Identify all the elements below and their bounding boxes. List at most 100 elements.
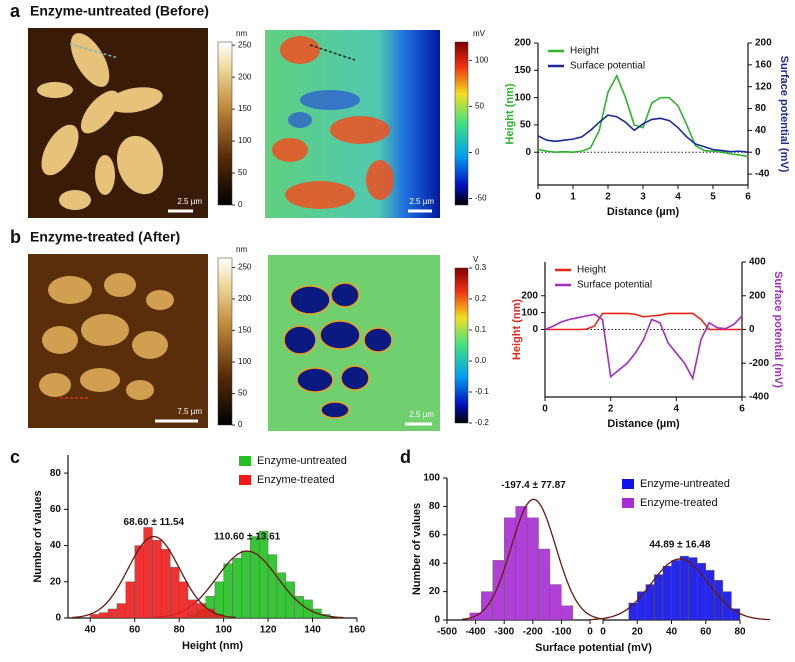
y-axis-title: Height (nm) [504,83,516,144]
series-line [544,313,743,381]
y2-tick-label: -40 [755,169,770,180]
x-tick-label: 5 [710,192,716,203]
colorbar-tick-label: 0.3 [475,263,487,272]
series-line [537,114,749,154]
colorbar-unit: mV [473,29,486,38]
hist-bar [258,530,269,619]
colorbar-tick-label: -0.2 [475,418,489,427]
hist-bar [671,560,681,621]
hist-bar [125,581,135,619]
panel-label: c [10,447,20,467]
scale-bar-label: 7.5 µm [177,407,202,416]
colorbar-tick-label: 0.0 [475,356,487,365]
x-tick-label: 60 [700,627,712,638]
colorbar-tick-label: 250 [238,40,252,49]
y2-tick-label: 200 [755,38,772,49]
x-axis-title: Distance (µm) [607,418,680,430]
x-tick-label: 40 [85,625,97,636]
colorbar-tick-label: 250 [238,263,252,272]
fit-annotation: 68.60 ± 11.54 [124,517,185,528]
x-tick-label: 3 [640,192,646,203]
colorbar-tick-label: 200 [238,294,252,303]
x-tick-label: 60 [129,625,141,636]
hist-bar [116,603,126,619]
hist-bar [731,608,741,621]
x-tick-label: 160 [349,625,366,636]
hist-bar [628,602,638,621]
y-tick-label: 60 [50,504,62,515]
colorbar-tick-label: 150 [238,326,252,335]
y-axis-title: Number of values [32,490,44,582]
hist-bar [250,536,260,619]
y-tick-label: 200 [514,38,531,49]
x-tick-label: 100 [215,625,232,636]
y2-tick-label: -200 [749,358,769,369]
y-tick-label: 0 [55,613,61,624]
panel-label: a [10,1,21,21]
y-tick-label: 80 [429,501,441,512]
colorbar-tick-label: 100 [475,56,489,65]
fit-annotation: 44.89 ± 16.48 [649,540,711,551]
y2-tick-label: 80 [755,103,767,114]
x-tick-label: -500 [437,627,457,638]
hist-bar [152,539,162,619]
x-tick-label: 2 [605,192,611,203]
y2-axis-title: Surface potential (mV) [778,56,790,173]
y-tick-label: 20 [50,576,62,587]
x-tick-label: 120 [260,625,277,636]
x-axis-title: Distance (µm) [607,206,680,218]
hist-bar [232,558,242,619]
colorbar-tick-label: 0.1 [475,325,487,334]
colorbar-tick-label: 150 [238,104,252,113]
fit-curve [589,558,771,621]
hist-bar [107,608,118,619]
y-tick-label: 0 [525,147,531,158]
legend-label: Surface potential [577,280,652,291]
hist-bar [492,560,505,621]
legend-swatch [622,498,634,508]
x-tick-label: -300 [494,627,514,638]
y2-tick-label: 40 [755,125,767,136]
y2-tick-label: 160 [755,59,772,70]
y-tick-label: 40 [50,540,62,551]
x-tick-label: 0 [587,627,593,638]
colorbar-tick-label: 50 [238,389,247,398]
x-tick-label: 1 [570,192,576,203]
y-tick-label: 100 [521,307,538,318]
scale-bar-label: 2.5 µm [409,410,434,419]
colorbar-tick-label: 0.2 [475,294,487,303]
x-tick-label: 140 [304,625,321,636]
colorbar-unit: nm [236,245,247,254]
x-tick-label: -400 [466,627,486,638]
fit-curve [462,498,605,620]
colorbar-tick-label: -0.1 [475,387,489,396]
legend-label: Height [577,265,606,276]
x-tick-label: -200 [523,627,543,638]
legend-label: Enzyme-treated [257,474,335,486]
hist-bar [561,605,574,621]
x-tick-label: 80 [734,627,746,638]
x-tick-label: 0 [535,192,541,203]
y-tick-label: 100 [514,92,531,103]
legend-label: Enzyme-treated [640,497,718,509]
y-tick-label: 100 [423,473,440,484]
y-tick-label: 40 [429,558,441,569]
fit-annotation: 110.60 ± 13.61 [214,532,281,543]
hist-bar [662,565,672,621]
hist-bar [285,581,295,619]
panel-title: Enzyme-treated (After) [30,229,180,245]
colorbar-tick-label: 200 [238,72,252,81]
y2-tick-label: 400 [749,257,766,268]
hist-bar [688,557,698,621]
y-tick-label: 0 [532,324,538,335]
legend-label: Surface potential [570,61,645,72]
x-axis-title: Surface potential (mV) [535,642,652,654]
hist-bar [161,548,171,619]
series-line [545,312,742,331]
y-axis-title: Height (nm) [511,299,523,360]
y2-tick-label: -400 [749,392,769,403]
x-tick-label: 4 [674,404,680,415]
y2-axis-title: Surface potential (mV) [772,271,784,388]
legend-swatch [622,479,634,489]
